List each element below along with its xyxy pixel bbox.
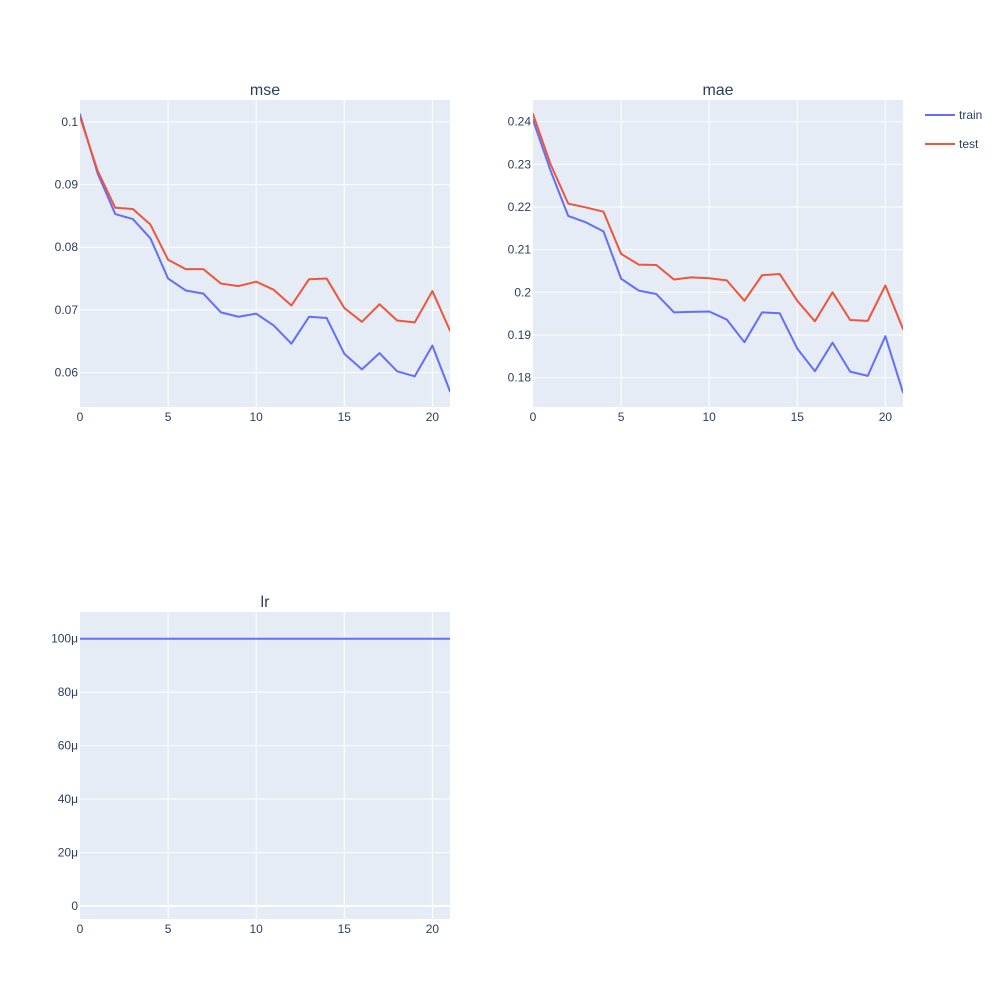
- x-tick-label: 0: [530, 410, 537, 424]
- x-tick-label: 15: [338, 922, 352, 936]
- y-tick-label: 0.21: [508, 243, 532, 257]
- x-tick-label: 0: [77, 410, 84, 424]
- x-tick-label: 5: [618, 410, 625, 424]
- series-line-train: [533, 119, 903, 394]
- y-tick-label: 0.06: [55, 366, 79, 380]
- y-tick-label: 0.19: [508, 328, 532, 342]
- subplot-title: lr: [261, 594, 271, 611]
- legend-label: train: [959, 108, 982, 122]
- y-tick-label: 0.18: [508, 371, 532, 385]
- series-line-test: [80, 115, 450, 332]
- x-tick-label: 20: [879, 410, 893, 424]
- series-line-test: [533, 113, 903, 330]
- y-tick-label: 0.07: [55, 303, 79, 317]
- x-tick-label: 15: [338, 410, 352, 424]
- x-tick-label: 5: [165, 410, 172, 424]
- x-tick-label: 10: [250, 410, 264, 424]
- subplot-title: mae: [702, 82, 733, 99]
- x-tick-label: 0: [77, 922, 84, 936]
- plot-area: [80, 612, 450, 919]
- legend-label: test: [959, 137, 979, 151]
- y-tick-label: 80μ: [58, 685, 78, 699]
- y-tick-label: 0.09: [55, 178, 79, 192]
- y-tick-label: 0.08: [55, 240, 79, 254]
- subplot-lr: 0 5 10 15 20 0 20μ 40μ 60μ 80μ 100μ lr: [51, 594, 450, 936]
- subplot-mae: 0 5 10 15 20 0.18 0.19 0.2 0.21 0.22 0.23 0.24 mae: [508, 82, 903, 424]
- subplot-mse: 0 5 10 15 20 0.06 0.07 0.08 0.09 0.1 mse: [55, 82, 450, 424]
- x-tick-label: 20: [426, 922, 440, 936]
- x-tick-label: 10: [250, 922, 264, 936]
- y-tick-label: 40μ: [58, 792, 78, 806]
- x-tick-label: 5: [165, 922, 172, 936]
- y-tick-label: 0: [71, 899, 78, 913]
- y-tick-label: 60μ: [58, 739, 78, 753]
- y-tick-label: 100μ: [51, 632, 78, 646]
- series-line-train: [80, 113, 450, 393]
- y-tick-label: 0.2: [514, 285, 531, 299]
- plot-area: [533, 100, 903, 407]
- y-tick-label: 0.24: [508, 115, 532, 129]
- plot-area: [80, 100, 450, 407]
- x-tick-label: 20: [426, 410, 440, 424]
- y-tick-label: 0.23: [508, 157, 532, 171]
- legend-item-test[interactable]: test: [925, 137, 979, 151]
- legend: train test: [925, 108, 982, 151]
- y-tick-label: 0.22: [508, 200, 532, 214]
- y-tick-label: 0.1: [61, 115, 78, 129]
- x-tick-label: 15: [791, 410, 805, 424]
- legend-item-train[interactable]: train: [925, 108, 982, 122]
- subplot-title: mse: [250, 82, 280, 99]
- y-tick-label: 20μ: [58, 845, 78, 859]
- x-tick-label: 10: [703, 410, 717, 424]
